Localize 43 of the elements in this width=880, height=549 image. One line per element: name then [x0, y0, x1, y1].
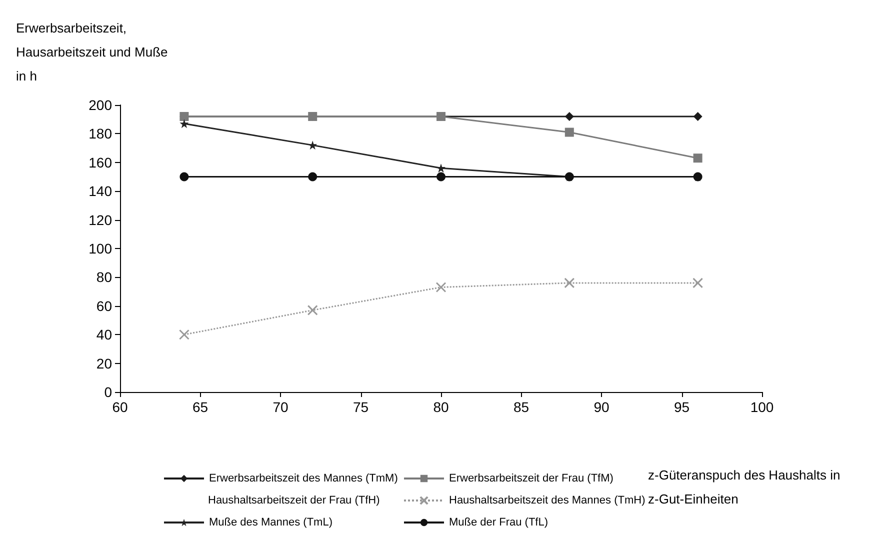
point: [564, 112, 574, 121]
point: [180, 172, 189, 182]
x-tick-label: 95: [674, 399, 690, 415]
x-tick-label: 80: [433, 399, 449, 415]
x-axis-title: z-Güteranspuch des Haushalts in z-Gut-Einheiten: [648, 468, 844, 506]
y-tick-label: 20: [96, 355, 112, 372]
x-tick-label: 75: [352, 399, 369, 415]
y-tick-label: 80: [96, 269, 112, 286]
x-tick-label: 90: [594, 399, 610, 415]
legend-label: Erwerbsarbeitszeit des Mannes (TmM): [209, 472, 398, 484]
x-tick-label: 100: [750, 399, 774, 415]
x-tick-label: 85: [513, 399, 530, 415]
y-tick-label: 40: [96, 326, 112, 343]
point: [180, 119, 189, 128]
legend-label: Erwerbsarbeitszeit der Frau (TfM): [449, 472, 614, 484]
y-tick-label: 100: [88, 240, 112, 256]
point: [436, 172, 446, 182]
legend-label: Haushaltsarbeitszeit des Mannes (TmH): [449, 494, 646, 506]
x-tick-label: 70: [272, 399, 288, 415]
y-tick-label: 60: [96, 298, 112, 314]
y-tick-label: 120: [88, 212, 112, 228]
y-tick-label: 180: [88, 126, 112, 142]
y-axis-title: Erwerbsarbeitszeit, Hausarbeitszeit und Muße in h: [16, 20, 172, 84]
point: [564, 278, 575, 288]
y-tick-label: 0: [104, 384, 112, 400]
point: [308, 172, 318, 182]
y-tick-label: 200: [88, 97, 112, 113]
point: [692, 278, 704, 288]
point: [693, 154, 702, 163]
x-tick-label: 60: [112, 399, 128, 415]
y-tick-label: 140: [88, 183, 112, 200]
point: [178, 329, 190, 340]
text: Haushaltsarbeitszeit der Frau (TfH): [208, 494, 380, 506]
point: [307, 304, 318, 316]
y-tick-label: 160: [88, 154, 112, 170]
point: [436, 164, 446, 173]
legend-label: Muße des Mannes (TmL): [209, 516, 332, 528]
x-tick-label: 65: [192, 399, 208, 415]
point: [693, 112, 702, 121]
point: [436, 282, 446, 292]
point: [564, 128, 574, 137]
legend-label: Muße der Frau (TfL): [449, 516, 548, 528]
point: [308, 140, 318, 150]
